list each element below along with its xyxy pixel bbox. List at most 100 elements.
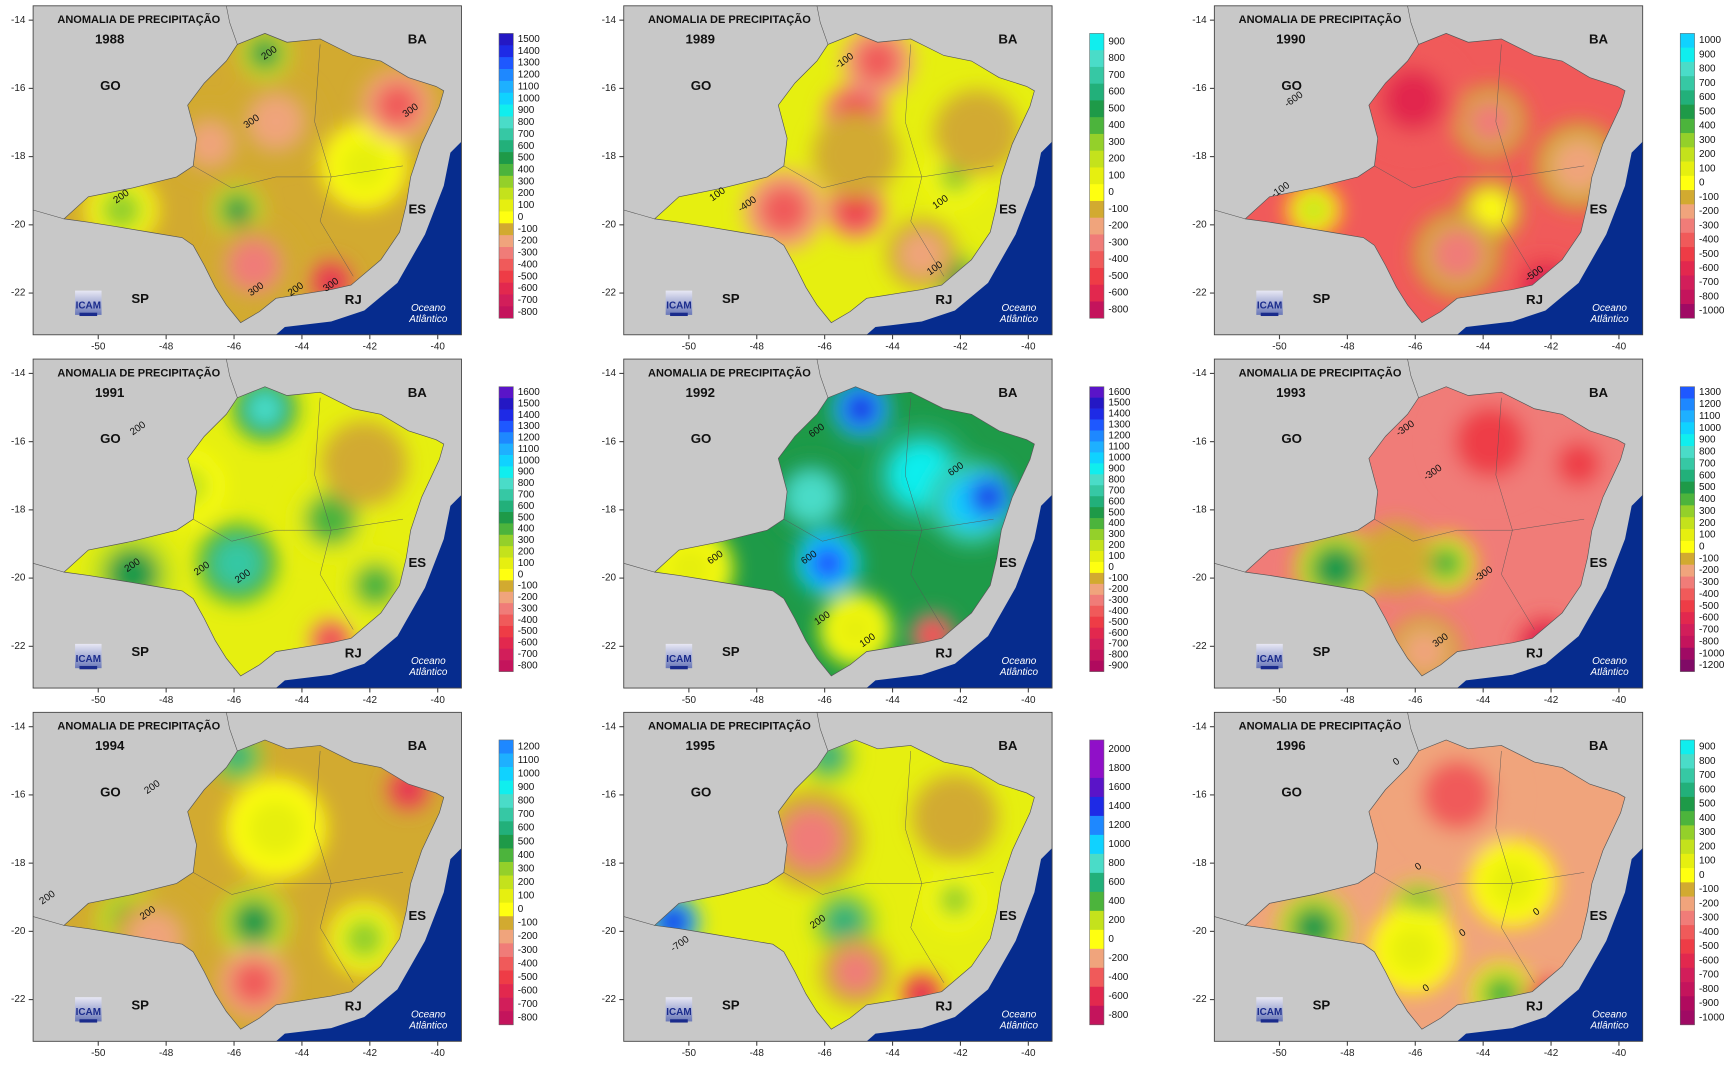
lon-tick-label: -40 (1021, 1048, 1036, 1059)
legend-label: 500 (518, 836, 535, 847)
ocean-label: Atlântico (999, 1020, 1039, 1031)
lat-tick-label: -18 (11, 505, 26, 516)
legend-swatch (1090, 100, 1104, 117)
lon-tick-label: -42 (363, 342, 378, 353)
ocean-label: Atlântico (1590, 667, 1630, 678)
legend-swatch (1090, 562, 1104, 573)
legend-label: -400 (1108, 972, 1128, 983)
legend-label: 1300 (518, 58, 541, 69)
legend-label: -100 (518, 581, 538, 592)
legend-label: 100 (1699, 856, 1716, 867)
lon-tick-label: -44 (295, 1048, 310, 1059)
legend-label: -200 (1108, 584, 1128, 595)
legend-label: -1000 (1699, 306, 1725, 317)
legend-swatch (1090, 911, 1104, 930)
legend-swatch (1680, 882, 1694, 897)
state-label: RJ (1526, 999, 1543, 1014)
legend-swatch (1090, 134, 1104, 151)
legend-label: 1100 (518, 81, 540, 92)
lat-tick-label: -14 (1192, 368, 1207, 379)
legend-swatch (499, 794, 513, 808)
legend-label: -600 (1699, 955, 1719, 966)
legend-swatch (1680, 553, 1694, 565)
legend-label: -700 (1699, 970, 1719, 981)
legend-swatch (499, 81, 513, 93)
map-panel: -14-16-18-20-22-50-48-46-44-42-40ANOMALI… (1192, 359, 1725, 706)
legend-label: 800 (1699, 64, 1716, 75)
lon-tick-label: -46 (1408, 695, 1423, 706)
legend-swatch (1680, 434, 1694, 446)
logo: ICAM (76, 654, 101, 665)
legend-label: 600 (1699, 784, 1716, 795)
lat-tick-label: -22 (11, 994, 26, 1005)
legend-label: 600 (1108, 877, 1125, 888)
legend-label: 1100 (1108, 442, 1130, 453)
legend-swatch (1680, 925, 1694, 940)
lon-tick-label: -42 (363, 1048, 378, 1059)
map-title: ANOMALIA DE PRECIPITAÇÃO (648, 720, 811, 733)
legend-label: 200 (1108, 915, 1125, 926)
legend-swatch (1090, 661, 1104, 672)
state-label: SP (131, 997, 149, 1012)
legend-label: 400 (1699, 121, 1716, 132)
legend-swatch (1090, 387, 1104, 398)
legend-label: -900 (1699, 998, 1719, 1009)
ocean-label: Oceano (1592, 303, 1627, 314)
lat-tick-label: -18 (11, 151, 26, 162)
state-label: RJ (935, 292, 952, 307)
page: {"panels": [ {"title": "ANOMALIA DE PREC… (0, 0, 1731, 1067)
logo: ICAM (1257, 654, 1282, 665)
legend-swatch (1090, 930, 1104, 949)
legend-label: -500 (1699, 601, 1719, 612)
legend-label: -800 (1699, 636, 1719, 647)
legend-label: -400 (1108, 606, 1128, 617)
legend-label: 1000 (1108, 839, 1131, 850)
legend-swatch (1680, 190, 1694, 205)
logo-bar (1261, 666, 1279, 669)
legend-swatch (1090, 474, 1104, 485)
lon-tick-label: -50 (1272, 342, 1287, 353)
map-panel: -14-16-18-20-22-50-48-46-44-42-40ANOMALI… (11, 6, 540, 353)
lon-tick-label: -46 (227, 1048, 242, 1059)
lat-tick-label: -14 (1192, 721, 1207, 732)
field-blob (833, 950, 877, 994)
legend-label: 200 (518, 188, 535, 199)
legend-label: -1200 (1699, 660, 1725, 671)
state-label: ES (999, 908, 1017, 923)
legend-label: 0 (1108, 187, 1114, 198)
lat-tick-label: -14 (602, 721, 617, 732)
state-label: RJ (935, 999, 952, 1014)
legend-swatch (499, 535, 513, 547)
lat-tick-label: -14 (11, 368, 26, 379)
field-blob (825, 903, 864, 942)
lat-tick-label: -20 (11, 219, 26, 230)
legend-swatch (1090, 573, 1104, 584)
legend-label: 900 (1699, 742, 1716, 753)
lat-tick-label: -22 (1192, 994, 1207, 1005)
state-label: GO (100, 78, 121, 93)
legend-swatch (1680, 577, 1694, 589)
logo-bar (670, 313, 688, 316)
legend-label: 600 (1699, 92, 1716, 103)
legend-label: -100 (1699, 884, 1719, 895)
legend-label: 600 (518, 501, 535, 512)
legend-label: 900 (1108, 36, 1125, 47)
legend-label: 200 (1699, 841, 1716, 852)
lon-tick-label: -48 (159, 695, 174, 706)
legend-label: 1400 (1108, 801, 1131, 812)
legend-swatch (1090, 485, 1104, 496)
legend-swatch (1680, 954, 1694, 969)
lon-tick-label: -42 (953, 1048, 968, 1059)
legend-swatch (1090, 987, 1104, 1006)
legend-label: 800 (518, 117, 535, 128)
legend-swatch (1090, 529, 1104, 540)
lat-tick-label: -22 (1192, 288, 1207, 299)
lon-tick-label: -42 (953, 695, 968, 706)
lon-tick-label: -44 (1476, 1048, 1491, 1059)
lat-tick-label: -16 (602, 790, 617, 801)
logo: ICAM (76, 301, 101, 312)
legend-label: 1200 (518, 70, 541, 81)
map-panel: -14-16-18-20-22-50-48-46-44-42-40ANOMALI… (1192, 712, 1725, 1059)
legend-swatch (499, 466, 513, 478)
ocean-label: Atlântico (999, 667, 1039, 678)
